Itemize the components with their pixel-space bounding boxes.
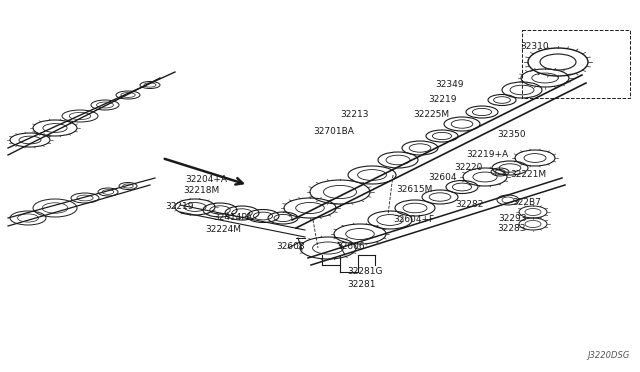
Text: 32615M: 32615M — [396, 185, 433, 194]
Text: 32225M: 32225M — [413, 110, 449, 119]
Text: 32213: 32213 — [340, 110, 369, 119]
Text: 32221M: 32221M — [510, 170, 546, 179]
Text: 32604: 32604 — [428, 173, 456, 182]
Text: 32349: 32349 — [435, 80, 463, 89]
Text: 32219: 32219 — [428, 95, 456, 104]
Text: 32220: 32220 — [454, 163, 483, 172]
Text: 32282: 32282 — [455, 200, 483, 209]
Text: 32606: 32606 — [336, 242, 365, 251]
Text: 32281G: 32281G — [347, 267, 383, 276]
Bar — [522, 30, 630, 98]
Text: 322B7: 322B7 — [512, 198, 541, 207]
Text: 32608: 32608 — [276, 242, 305, 251]
Text: 32224M: 32224M — [205, 225, 241, 234]
Text: 32350: 32350 — [497, 130, 525, 139]
Text: 32283: 32283 — [497, 224, 525, 233]
Text: 32293: 32293 — [498, 214, 527, 223]
Text: 32219: 32219 — [165, 202, 193, 211]
Text: 32701BA: 32701BA — [313, 127, 354, 136]
Text: 32604+F: 32604+F — [393, 215, 434, 224]
Text: 32204+A: 32204+A — [185, 175, 227, 184]
Text: 32219+A: 32219+A — [466, 150, 508, 159]
Text: 32281: 32281 — [347, 280, 376, 289]
Text: J3220DSG: J3220DSG — [588, 351, 630, 360]
Text: 32310: 32310 — [520, 42, 548, 51]
Text: 32218M: 32218M — [183, 186, 220, 195]
Text: 32414PA: 32414PA — [213, 213, 252, 222]
